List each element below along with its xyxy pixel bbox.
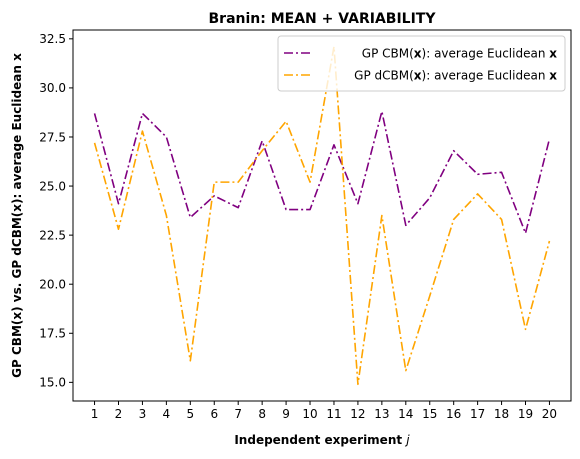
y-tick-label: 27.5: [39, 130, 66, 144]
data-point: [429, 197, 431, 199]
x-tick-label: 11: [326, 407, 341, 421]
data-point: [285, 120, 287, 122]
x-tick-label: 13: [374, 407, 389, 421]
data-point: [165, 214, 167, 216]
data-point: [213, 195, 215, 197]
data-point: [381, 214, 383, 216]
data-point: [213, 181, 215, 183]
data-point: [476, 173, 478, 175]
x-tick-label: 2: [115, 407, 123, 421]
y-tick-label: 20.0: [39, 278, 66, 292]
x-tick-label: 12: [350, 407, 365, 421]
data-point: [333, 144, 335, 146]
x-tick-label: 4: [163, 407, 171, 421]
x-tick-label: 8: [258, 407, 266, 421]
data-point: [285, 208, 287, 210]
x-axis-title: Independent experiment j: [234, 433, 410, 447]
data-point: [261, 140, 263, 142]
data-point: [381, 110, 383, 112]
x-tick-label: 17: [470, 407, 485, 421]
x-tick-label: 7: [234, 407, 242, 421]
x-tick-label: 18: [494, 407, 509, 421]
x-tick-label: 20: [542, 407, 557, 421]
y-tick-label: 17.5: [39, 327, 66, 341]
y-tick-label: 32.5: [39, 32, 66, 46]
data-point: [117, 203, 119, 205]
data-point: [93, 112, 95, 114]
data-point: [141, 130, 143, 132]
data-point: [357, 203, 359, 205]
x-tick-label: 3: [139, 407, 147, 421]
x-tick-label: 1: [91, 407, 99, 421]
x-tick-label: 10: [302, 407, 317, 421]
y-axis-title: GP CBM(x) vs. GP dCBM(x): average Euclid…: [10, 53, 24, 378]
chart-title: Branin: MEAN + VARIABILITY: [209, 11, 437, 27]
data-point: [429, 295, 431, 297]
data-point: [524, 232, 526, 234]
data-point: [309, 181, 311, 183]
x-tick-label: 5: [186, 407, 194, 421]
x-tick-label: 19: [518, 407, 533, 421]
data-point: [524, 328, 526, 330]
x-tick-label: 16: [446, 407, 461, 421]
data-point: [357, 383, 359, 385]
data-point: [405, 369, 407, 371]
data-point: [261, 150, 263, 152]
data-point: [548, 138, 550, 140]
data-point: [500, 218, 502, 220]
data-point: [165, 136, 167, 138]
data-point: [476, 193, 478, 195]
legend-label: GP dCBM(x): average Euclidean x: [354, 68, 557, 82]
data-point: [452, 150, 454, 152]
x-tick-label: 6: [210, 407, 218, 421]
legend-box: [277, 35, 566, 92]
y-tick-label: 15.0: [39, 376, 66, 390]
data-point: [93, 142, 95, 144]
x-tick-label: 15: [422, 407, 437, 421]
data-point: [405, 224, 407, 226]
data-point: [548, 240, 550, 242]
legend-label: GP CBM(x): average Euclidean x: [362, 46, 557, 60]
plot-area: 1 2 3 4 5 6 7 8 9 10 11 12 13 14 15 16 17 18 19 2015.017.52…: [39, 29, 572, 421]
legend: GP CBM(x): average Euclidean x GP dCBM(x)…: [277, 35, 566, 92]
data-point: [237, 206, 239, 208]
y-tick-label: 25.0: [39, 179, 66, 193]
data-point: [117, 228, 119, 230]
data-point: [500, 171, 502, 173]
series-line-2: [93, 45, 551, 386]
data-point: [141, 112, 143, 114]
plot-frame: [72, 29, 572, 402]
data-point: [189, 216, 191, 218]
data-point: [237, 181, 239, 183]
x-tick-label: 14: [398, 407, 413, 421]
series-line-1: [93, 110, 551, 234]
y-tick-label: 30.0: [39, 81, 66, 95]
x-tick-label: 9: [282, 407, 290, 421]
y-tick-label: 22.5: [39, 228, 66, 242]
data-point: [452, 218, 454, 220]
data-point: [189, 360, 191, 362]
data-point: [309, 208, 311, 210]
